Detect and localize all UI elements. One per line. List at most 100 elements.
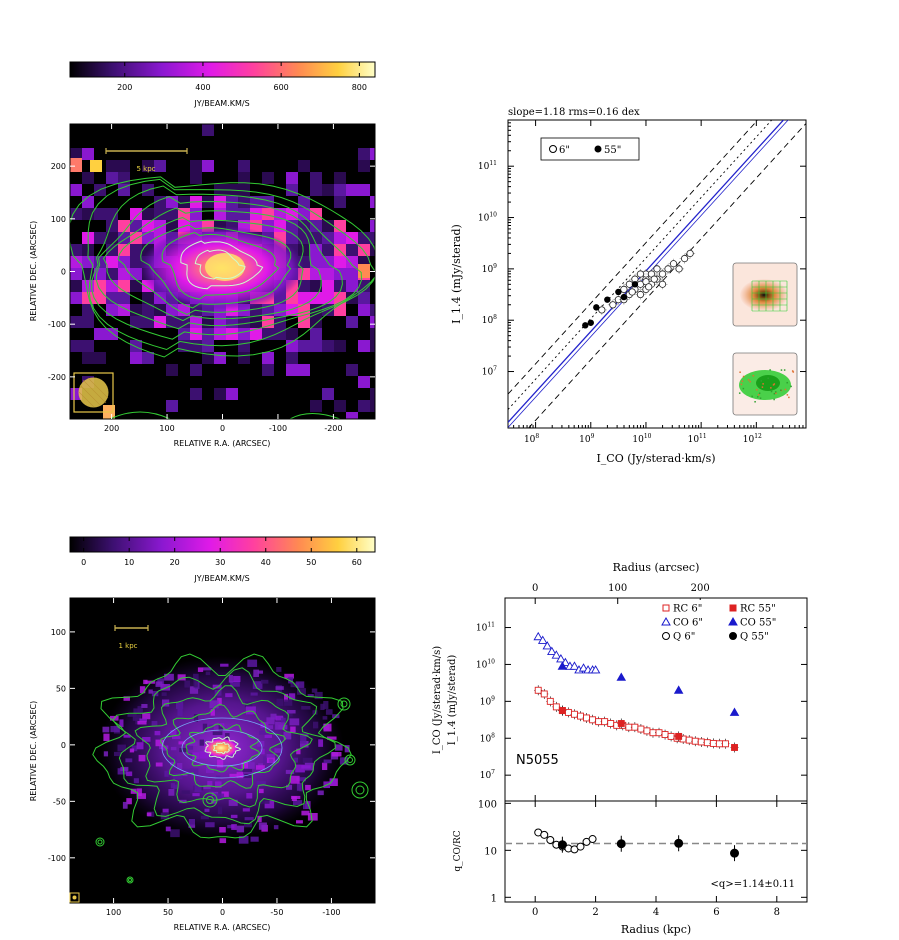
pixel [70,244,82,256]
panel-b-xlabel: I_CO (Jy/sterad·km/s) [596,452,715,465]
legend-label: Q 6" [673,632,695,643]
pixel [178,196,190,208]
speck [260,722,269,728]
y-tick-label: 107 [482,366,497,378]
speck [170,746,177,751]
speck [229,773,239,778]
inset-speck [754,401,756,403]
co-map-inset [732,352,798,416]
x-tick-label: 100 [106,908,121,917]
co-point [590,665,601,674]
pixel [322,304,334,316]
speck [287,710,296,714]
speck [110,726,120,733]
point-55arcsec [587,319,594,326]
speck [159,745,169,750]
inset-speck [780,369,783,371]
panel-c-map: 1 kpc 100 50 0 -50 -100 100 50 0 -50 -100 RELATIV… [29,597,376,932]
speck [302,757,313,764]
speck [288,676,294,684]
speck [291,796,297,801]
speck [155,681,163,687]
pixel [106,160,118,172]
point-6arcsec [658,280,667,288]
contour [212,741,232,755]
contour [95,196,343,330]
speck [155,762,163,767]
pixel [70,316,82,328]
panel-b-title: slope=1.18 rms=0.16 dex [508,107,640,118]
co-point [673,685,684,694]
contour [161,231,280,300]
point-55arcsec [582,322,589,329]
speck [329,778,337,785]
pixel [154,160,166,172]
pixel [70,256,82,268]
panel-e-xlabel: Radius (kpc) [621,923,691,936]
pixel [106,304,118,316]
pixel [226,388,238,400]
speck [181,790,190,794]
galaxy-label: N5055 [516,753,559,768]
pixel [82,316,94,328]
pixel [298,292,310,304]
y-tick-label: 200 [51,162,66,171]
pixel [238,340,250,352]
pixel [370,328,375,340]
contour-blob [351,781,369,799]
speck [245,762,255,769]
speck [146,812,152,817]
point-55arcsec [615,288,622,296]
speck [114,751,121,757]
y-tick-label: 1010 [478,212,497,224]
inset-speck [742,387,745,390]
pixel [70,208,82,220]
speck [247,659,258,667]
pixel [274,304,286,316]
speck [259,800,270,804]
pixel [262,196,274,208]
pixel [370,316,375,328]
speck [205,822,215,828]
speck [261,679,269,684]
colorbar-tick-label: 50 [306,558,316,567]
pixel [310,184,322,196]
x-tick-label: 1012 [743,433,762,445]
colorbar-tick-label: 800 [352,83,367,92]
y-tick-label: -200 [48,373,66,382]
pixel [322,280,334,292]
q-point-55arcsec [674,838,684,848]
pixel [202,124,214,136]
pixel [202,352,214,364]
inset-speck [757,394,760,396]
speck [264,800,275,809]
pixel [346,232,358,244]
pixel [118,256,130,268]
pixel [118,280,130,292]
pixel [370,388,375,400]
speck [242,808,250,812]
inset-speck [762,383,764,385]
co-point [533,631,543,641]
inset-speck [773,383,776,385]
pixel [82,340,94,352]
panel-b-scatter: slope=1.18 rms=0.16 dex 6" 55" 108 109 101… [450,107,807,465]
point-6arcsec [658,270,667,278]
speck [286,784,293,790]
pixel [166,364,178,376]
pixel [262,352,274,364]
pixel [106,292,118,304]
contour-inner [161,717,283,779]
speck [228,799,238,806]
speck [214,793,225,800]
speck [246,793,253,799]
legend-marker [661,616,671,626]
pixel [166,304,178,316]
speck [297,688,306,695]
point-6arcsec [620,285,628,293]
point-6arcsec [625,280,634,288]
q-point-6arcsec [540,830,549,839]
pixel [286,292,298,304]
speck [290,726,296,733]
speck [289,718,300,726]
